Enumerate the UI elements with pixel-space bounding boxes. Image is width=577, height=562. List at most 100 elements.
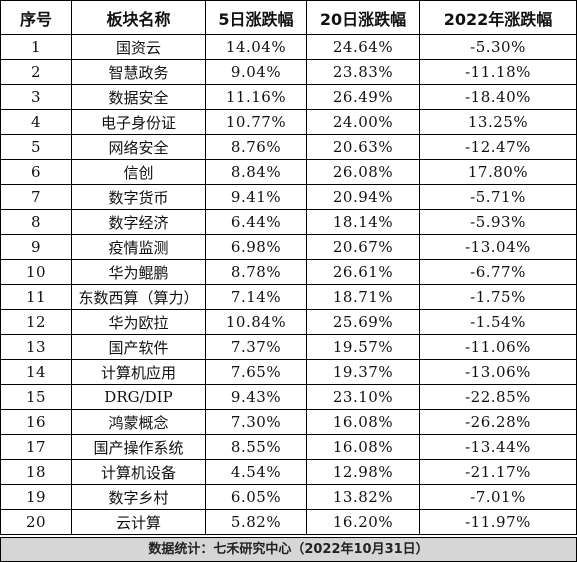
cell-2022-change: -13.04%	[419, 234, 577, 260]
cell-20d-change: 26.08%	[306, 159, 420, 185]
cell-5d-change: 11.16%	[205, 84, 307, 110]
cell-sector: DRG/DIP	[71, 384, 206, 410]
cell-5d-change: 7.14%	[205, 284, 307, 310]
cell-sector: 信创	[71, 159, 206, 185]
cell-rank: 4	[0, 109, 72, 135]
table-row: 10 华为鲲鹏 8.78% 26.61% -6.77%	[0, 259, 577, 285]
header-20d-change: 20日涨跌幅	[306, 0, 420, 35]
cell-rank: 18	[0, 459, 72, 485]
cell-20d-change: 23.10%	[306, 384, 420, 410]
cell-sector: 计算机设备	[71, 459, 206, 485]
header-5d-change: 5日涨跌幅	[205, 0, 307, 35]
cell-rank: 1	[0, 34, 72, 60]
cell-sector: 华为鲲鹏	[71, 259, 206, 285]
cell-2022-change: -5.93%	[419, 209, 577, 235]
table-row: 9 疫情监测 6.98% 20.67% -13.04%	[0, 234, 577, 260]
table-row: 3 数据安全 11.16% 26.49% -18.40%	[0, 84, 577, 110]
cell-rank: 10	[0, 259, 72, 285]
cell-20d-change: 13.82%	[306, 484, 420, 510]
cell-sector: 智慧政务	[71, 59, 206, 85]
cell-20d-change: 24.64%	[306, 34, 420, 60]
table-row: 2 智慧政务 9.04% 23.83% -11.18%	[0, 59, 577, 85]
cell-2022-change: -11.97%	[419, 509, 577, 535]
header-2022-change: 2022年涨跌幅	[419, 0, 577, 35]
cell-20d-change: 18.71%	[306, 284, 420, 310]
cell-5d-change: 5.82%	[205, 509, 307, 535]
table-body: 1 国资云 14.04% 24.64% -5.30% 2 智慧政务 9.04% 23.83% -1…	[0, 34, 577, 535]
cell-rank: 16	[0, 409, 72, 435]
cell-sector: 数字经济	[71, 209, 206, 235]
cell-sector: 数据安全	[71, 84, 206, 110]
cell-sector: 疫情监测	[71, 234, 206, 260]
cell-2022-change: -13.44%	[419, 434, 577, 460]
cell-5d-change: 9.41%	[205, 184, 307, 210]
cell-2022-change: -18.40%	[419, 84, 577, 110]
cell-5d-change: 10.84%	[205, 309, 307, 335]
header-rank: 序号	[0, 0, 72, 35]
cell-5d-change: 7.30%	[205, 409, 307, 435]
cell-20d-change: 20.94%	[306, 184, 420, 210]
cell-5d-change: 6.05%	[205, 484, 307, 510]
cell-rank: 20	[0, 509, 72, 535]
table-row: 5 网络安全 8.76% 20.63% -12.47%	[0, 134, 577, 160]
cell-rank: 7	[0, 184, 72, 210]
cell-20d-change: 16.08%	[306, 434, 420, 460]
cell-5d-change: 4.54%	[205, 459, 307, 485]
cell-20d-change: 24.00%	[306, 109, 420, 135]
cell-2022-change: -21.17%	[419, 459, 577, 485]
cell-2022-change: 17.80%	[419, 159, 577, 185]
cell-rank: 13	[0, 334, 72, 360]
cell-rank: 2	[0, 59, 72, 85]
cell-5d-change: 7.37%	[205, 334, 307, 360]
cell-20d-change: 16.08%	[306, 409, 420, 435]
cell-20d-change: 18.14%	[306, 209, 420, 235]
table-row: 20 云计算 5.82% 16.20% -11.97%	[0, 509, 577, 535]
cell-5d-change: 7.65%	[205, 359, 307, 385]
cell-5d-change: 8.76%	[205, 134, 307, 160]
cell-sector: 网络安全	[71, 134, 206, 160]
table-row: 14 计算机应用 7.65% 19.37% -13.06%	[0, 359, 577, 385]
cell-5d-change: 8.55%	[205, 434, 307, 460]
cell-2022-change: -22.85%	[419, 384, 577, 410]
cell-2022-change: -5.30%	[419, 34, 577, 60]
table-row: 18 计算机设备 4.54% 12.98% -21.17%	[0, 459, 577, 485]
cell-5d-change: 14.04%	[205, 34, 307, 60]
cell-20d-change: 23.83%	[306, 59, 420, 85]
cell-2022-change: -11.18%	[419, 59, 577, 85]
cell-5d-change: 10.77%	[205, 109, 307, 135]
cell-5d-change: 6.44%	[205, 209, 307, 235]
cell-rank: 14	[0, 359, 72, 385]
cell-5d-change: 6.98%	[205, 234, 307, 260]
source-note: 数据统计：七禾研究中心（2022年10月31日）	[0, 537, 577, 562]
cell-20d-change: 16.20%	[306, 509, 420, 535]
cell-20d-change: 26.61%	[306, 259, 420, 285]
cell-2022-change: -1.54%	[419, 309, 577, 335]
cell-rank: 6	[0, 159, 72, 185]
cell-2022-change: -12.47%	[419, 134, 577, 160]
cell-2022-change: 13.25%	[419, 109, 577, 135]
cell-20d-change: 19.37%	[306, 359, 420, 385]
cell-sector: 国产软件	[71, 334, 206, 360]
table-row: 15 DRG/DIP 9.43% 23.10% -22.85%	[0, 384, 577, 410]
cell-2022-change: -7.01%	[419, 484, 577, 510]
cell-sector: 电子身份证	[71, 109, 206, 135]
cell-rank: 5	[0, 134, 72, 160]
sector-performance-table: 序号 板块名称 5日涨跌幅 20日涨跌幅 2022年涨跌幅 1 国资云 14.04%…	[0, 0, 577, 535]
cell-2022-change: -11.06%	[419, 334, 577, 360]
table-row: 13 国产软件 7.37% 19.57% -11.06%	[0, 334, 577, 360]
cell-rank: 11	[0, 284, 72, 310]
cell-2022-change: -13.06%	[419, 359, 577, 385]
cell-20d-change: 20.67%	[306, 234, 420, 260]
cell-rank: 19	[0, 484, 72, 510]
cell-rank: 12	[0, 309, 72, 335]
cell-5d-change: 8.78%	[205, 259, 307, 285]
cell-sector: 东数西算（算力）	[71, 284, 206, 310]
table-row: 6 信创 8.84% 26.08% 17.80%	[0, 159, 577, 185]
header-row: 序号 板块名称 5日涨跌幅 20日涨跌幅 2022年涨跌幅	[0, 0, 577, 35]
table-row: 17 国产操作系统 8.55% 16.08% -13.44%	[0, 434, 577, 460]
table-row: 11 东数西算（算力） 7.14% 18.71% -1.75%	[0, 284, 577, 310]
table-row: 8 数字经济 6.44% 18.14% -5.93%	[0, 209, 577, 235]
cell-sector: 数字货币	[71, 184, 206, 210]
cell-sector: 国资云	[71, 34, 206, 60]
table-row: 16 鸿蒙概念 7.30% 16.08% -26.28%	[0, 409, 577, 435]
